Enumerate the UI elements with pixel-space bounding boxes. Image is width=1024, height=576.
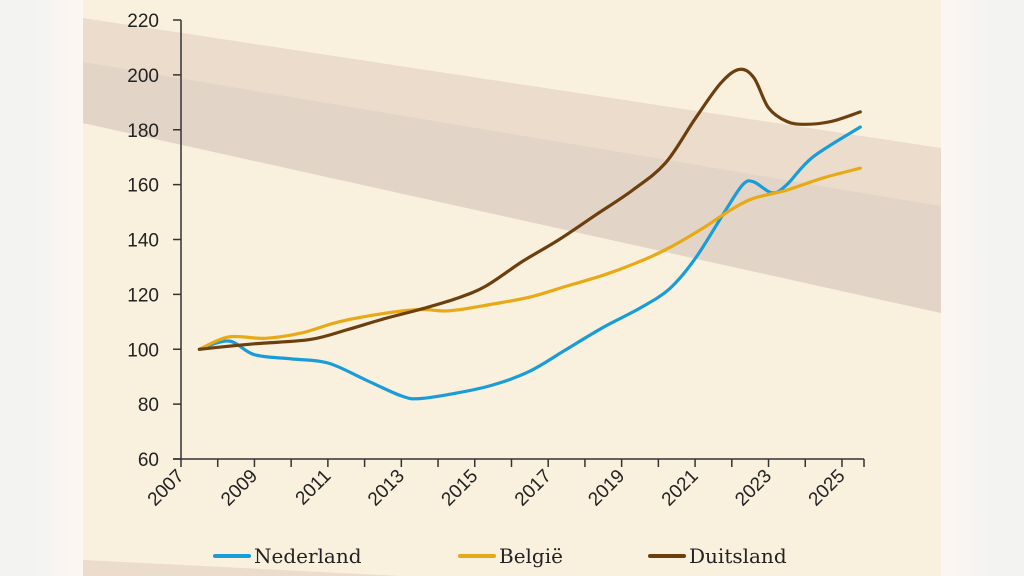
y-tick-label: 80 [138,395,159,416]
y-tick-label: 200 [127,66,159,87]
x-tick-label: 2021 [658,466,703,511]
x-tick-label: 2009 [217,466,262,511]
x-tick-label: 2019 [584,466,629,511]
y-tick-label: 180 [127,121,159,142]
x-tick-label: 2007 [144,466,189,511]
x-tick-label: 2013 [364,466,409,511]
legend-label-duitsland: Duitsland [689,544,787,568]
series-line-duitsland [197,67,862,351]
y-tick-label: 160 [127,176,159,197]
legend-label-nederland: Nederland [254,544,362,568]
legend-item-belgie: België [458,544,563,568]
x-tick-label: 2025 [805,466,850,511]
background-band-inner [83,62,941,313]
y-tick-label: 60 [138,450,159,471]
x-tick-label: 2011 [292,466,336,510]
series-layer [197,67,862,401]
x-tick-label: 2017 [511,466,556,511]
series-line-belgie [197,166,862,351]
y-tick-label: 100 [127,340,159,361]
y-tick-label: 120 [127,285,159,306]
y-tick-label: 140 [127,231,159,252]
background-band-bottom [83,560,400,576]
legend-swatch-duitsland [648,554,686,558]
right-margin [941,0,1024,576]
legend-swatch-belgie [458,554,496,558]
legend-swatch-nederland [213,554,251,558]
x-tick-label: 2015 [438,466,483,511]
left-margin [0,0,83,576]
legend-item-nederland: Nederland [213,544,362,568]
legend: Nederland België Duitsland [0,544,1024,572]
legend-item-duitsland: Duitsland [648,544,787,568]
series-line-nederland [197,125,862,401]
axes [173,19,865,467]
y-tick-label: 220 [127,11,159,32]
x-tick-label: 2023 [731,466,776,511]
legend-label-belgie: België [499,544,563,568]
